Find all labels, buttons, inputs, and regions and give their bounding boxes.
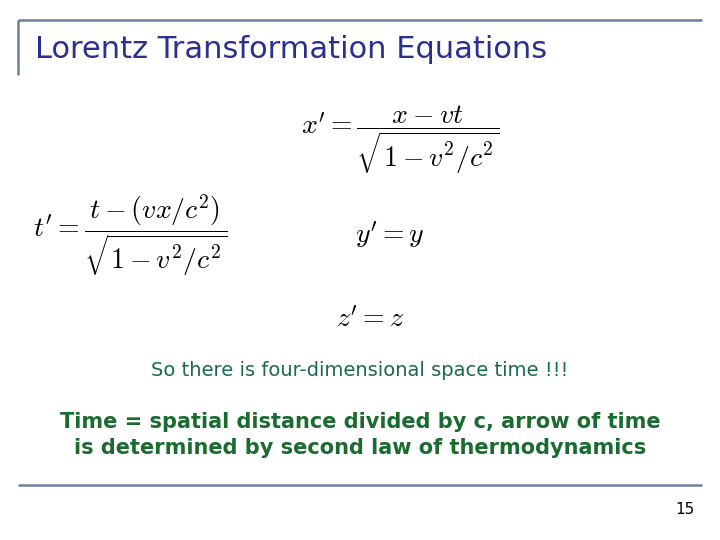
Text: So there is four-dimensional space time !!!: So there is four-dimensional space time … bbox=[151, 361, 569, 380]
Text: Time = spatial distance divided by c, arrow of time
is determined by second law : Time = spatial distance divided by c, ar… bbox=[60, 412, 660, 458]
Text: $y' = y$: $y' = y$ bbox=[355, 219, 425, 251]
Text: $x' = \dfrac{x - vt}{\sqrt{1 - v^2/c^2}}$: $x' = \dfrac{x - vt}{\sqrt{1 - v^2/c^2}}… bbox=[301, 104, 500, 176]
Text: $t' = \dfrac{t - (vx/c^2)}{\sqrt{1 - v^2/c^2}}$: $t' = \dfrac{t - (vx/c^2)}{\sqrt{1 - v^2… bbox=[33, 192, 227, 278]
Text: Lorentz Transformation Equations: Lorentz Transformation Equations bbox=[35, 36, 547, 64]
Text: $z' = z$: $z' = z$ bbox=[336, 306, 404, 334]
Text: 15: 15 bbox=[676, 503, 695, 517]
